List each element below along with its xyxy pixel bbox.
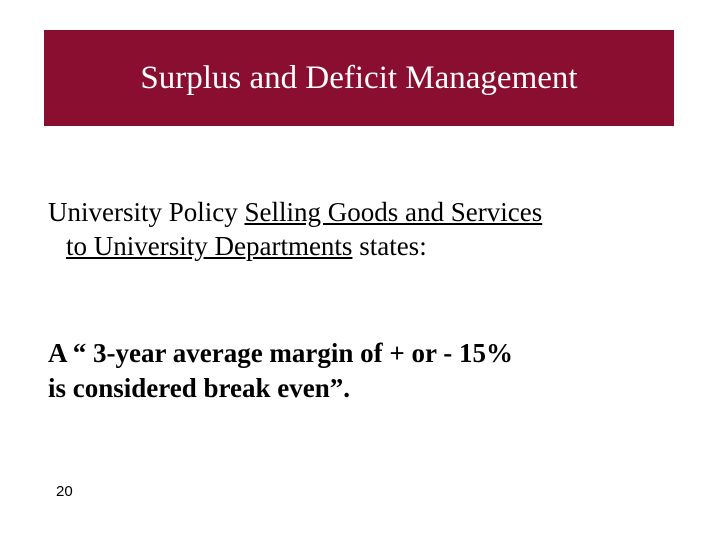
slide-body: University Policy Selling Goods and Serv… [48,190,678,406]
quote-line-2: is considered break even”. [48,371,678,406]
policy-prefix: University Policy [48,197,245,227]
policy-link-line2[interactable]: to University Departments [66,231,352,261]
policy-link-line1[interactable]: Selling Goods and Services [245,197,543,227]
policy-statement: University Policy Selling Goods and Serv… [48,196,678,264]
page-number: 20 [56,483,73,500]
quote-line-1: A “ 3-year average margin of + or - 15% [48,336,678,371]
title-bar: Surplus and Deficit Management [44,30,674,126]
quote-block: A “ 3-year average margin of + or - 15% … [48,336,678,406]
slide-title: Surplus and Deficit Management [140,60,577,97]
policy-suffix: states: [352,231,426,261]
slide: Surplus and Deficit Management Universit… [0,0,720,540]
